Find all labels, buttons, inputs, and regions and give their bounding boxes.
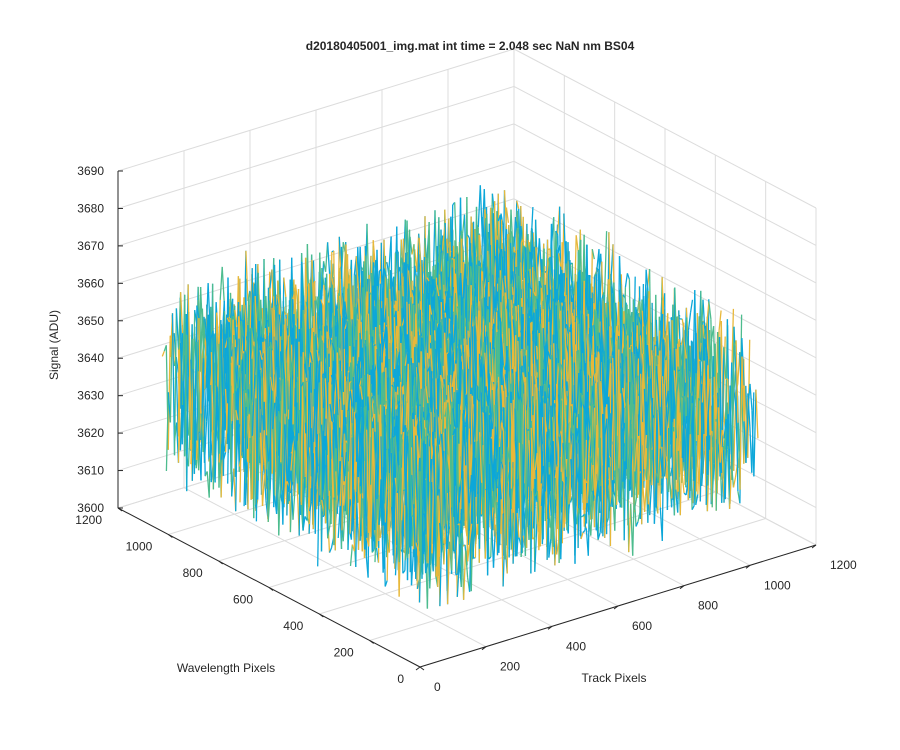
x-tick-label: 200 [500,660,520,674]
side-wall-gridline-z [513,160,817,321]
z-tick-label: 3680 [77,201,104,215]
floor-gridline-y [369,518,766,641]
x-tick [811,544,817,549]
y-tick-label: 1000 [126,540,153,554]
y-tick [268,587,274,591]
z-tick-label: 3620 [77,426,104,440]
x-axis-label: Track Pixels [582,671,647,685]
z-tick-label: 3630 [77,389,104,403]
x-tick [415,666,421,671]
back-wall-gridline-z [117,160,515,284]
x-tick-label: 400 [566,639,586,653]
signal-surface [161,185,759,609]
x-tick-label: 600 [632,619,652,633]
y-axis-label: Wavelength Pixels [177,661,275,675]
x-tick [745,564,751,569]
z-tick-label: 3610 [77,464,104,478]
z-tick-label: 3690 [77,164,104,178]
y-tick [117,507,123,512]
y-tick-label: 400 [283,619,303,633]
y-tick [218,560,223,565]
z-tick-label: 3650 [77,314,104,328]
x-tick [679,585,685,590]
y-tick [319,613,324,618]
y-tick-label: 800 [183,566,203,580]
x-tick-label: 800 [698,599,718,613]
y-tick [168,534,173,538]
z-axis-label: Signal (ADU) [47,310,61,380]
z-tick-label: 3600 [77,501,104,515]
z-tick-label: 3640 [77,351,104,365]
back-wall-gridline-z [117,123,515,247]
front-axes [117,170,817,671]
z-tick-label: 3670 [77,239,104,253]
y-tick-label: 1200 [75,513,102,527]
x-tick [547,625,553,630]
z-tick-label: 3660 [77,276,104,290]
x-tick [481,646,487,651]
side-wall-gridline-z [513,123,817,284]
side-wall-gridline-z [513,48,817,209]
y-tick [419,666,425,671]
y-tick-label: 200 [334,646,354,660]
x-tick-label: 0 [434,680,441,694]
x-tick [613,605,619,610]
back-wall-gridline-z [117,48,515,172]
tick-labels: 3600 3610 3620 3630 3640 3650 3660 3670 3680 3690… [75,164,857,694]
chart-title: d20180405001_img.mat int time = 2.048 se… [306,39,635,53]
y-tick [369,640,374,644]
x-tick-label: 1000 [764,578,791,592]
back-wall-gridline-z [117,85,515,209]
surface-row [419,336,759,607]
y-tick-label: 0 [397,672,404,686]
side-wall-gridline-z [513,86,817,246]
y-tick-label: 600 [233,593,253,607]
x-tick-label: 1200 [830,558,857,572]
